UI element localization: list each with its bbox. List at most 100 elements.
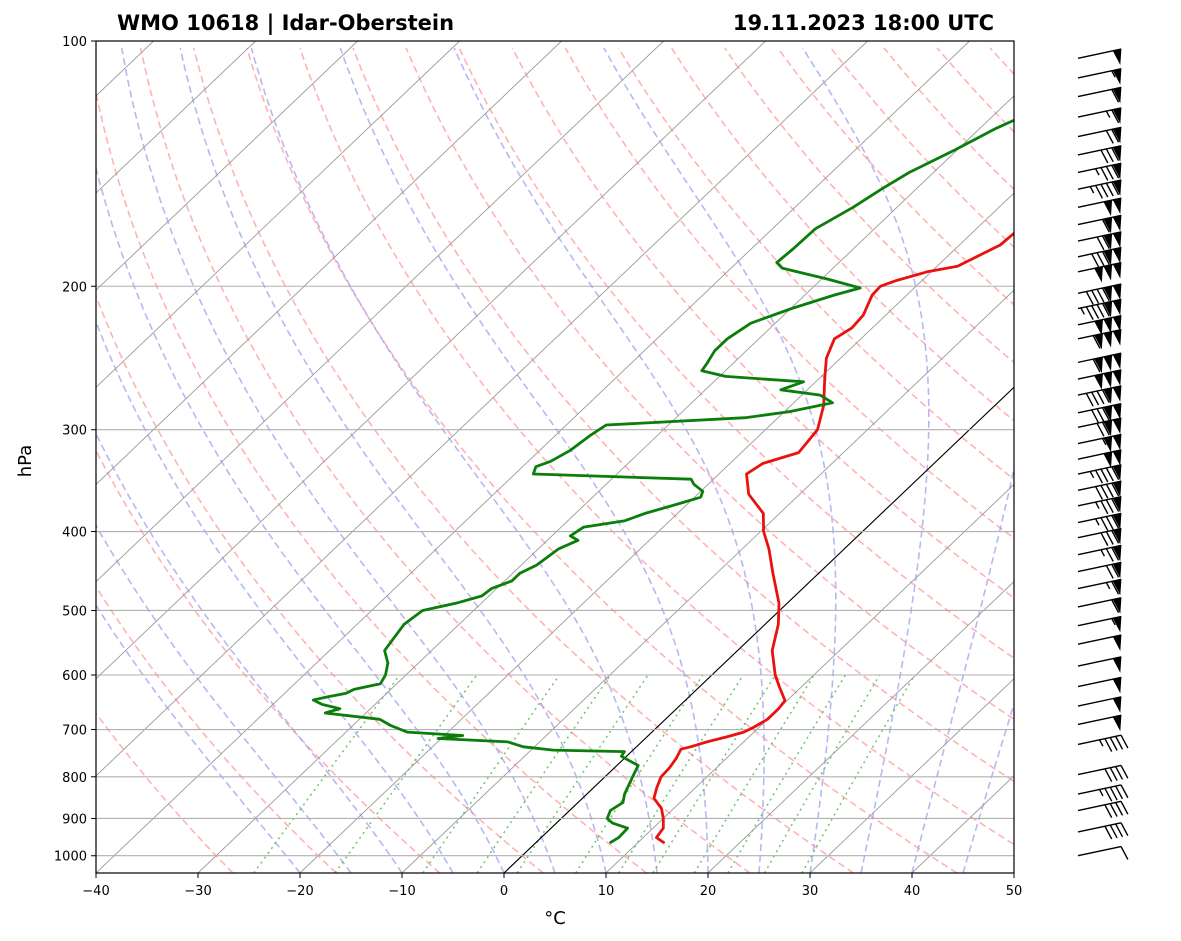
barb-flag — [1105, 467, 1114, 482]
barb-flag — [1105, 182, 1114, 197]
barb-flag — [1105, 148, 1114, 163]
y-tick-label: 400 — [62, 526, 87, 541]
barb-pennant — [1112, 231, 1122, 248]
barb-pennant — [1112, 126, 1122, 144]
moist-adiabat — [453, 47, 765, 873]
moist-adiabat — [96, 431, 403, 873]
barb-pennant — [1112, 162, 1122, 180]
barb-pennant — [1112, 527, 1122, 545]
barb-pennant — [1112, 145, 1122, 162]
barb-pennant — [1103, 317, 1113, 334]
wind-barb — [1077, 179, 1122, 199]
barb-flag — [1120, 846, 1129, 860]
barb-half-flag — [1080, 307, 1085, 315]
barb-pennant — [1103, 451, 1113, 468]
dry-adiabat — [405, 47, 1014, 721]
barb-pennant — [1112, 512, 1122, 530]
barb-pennant — [1112, 179, 1122, 196]
wind-barb — [1077, 597, 1122, 614]
barb-pennant — [1103, 435, 1113, 453]
barb-flag — [1120, 784, 1129, 799]
barb-flag — [1111, 547, 1120, 561]
barb-flag — [1115, 766, 1124, 780]
barb-flag — [1115, 823, 1124, 838]
barb-flag — [1111, 181, 1120, 196]
barb-flag — [1115, 785, 1124, 800]
barb-flag — [1100, 167, 1109, 181]
y-tick-label: 800 — [62, 771, 87, 786]
barb-pennant — [1112, 616, 1122, 633]
mixing-ratio-line — [334, 674, 478, 873]
x-tick-label: −20 — [286, 884, 313, 899]
chart-title-station: WMO 10618 | Idar-Oberstein — [117, 11, 454, 36]
moist-adiabat — [603, 47, 837, 873]
barb-half-flag — [1105, 582, 1111, 590]
wind-barb — [1077, 634, 1122, 652]
barb-pennant — [1112, 696, 1122, 713]
dry-adiabat — [96, 89, 648, 873]
barb-pennant — [1112, 403, 1122, 420]
wind-barb — [1077, 231, 1122, 251]
y-axis-label: hPa — [15, 445, 36, 477]
barb-pennant — [1112, 329, 1122, 346]
dry-adiabat — [989, 47, 1014, 76]
barb-flag — [1109, 737, 1118, 751]
barb-flag — [1120, 734, 1129, 749]
barb-pennant — [1103, 285, 1113, 303]
wind-barb — [1077, 162, 1122, 181]
isotherm — [707, 580, 1014, 873]
barb-flag — [1105, 565, 1114, 579]
barb-flag — [1111, 599, 1120, 613]
barb-flag — [1111, 581, 1120, 595]
wind-barb — [1077, 734, 1129, 752]
barb-pennant — [1093, 356, 1103, 374]
wind-barb — [1077, 48, 1122, 66]
isotherm — [96, 41, 562, 486]
y-tick-label: 300 — [62, 424, 87, 439]
wind-barb — [1077, 615, 1122, 633]
barb-pennant — [1112, 480, 1122, 498]
isotherm — [96, 41, 970, 873]
temperature-trace — [652, 231, 1014, 844]
y-tick-label: 900 — [62, 812, 87, 827]
dry-adiabat — [352, 47, 1014, 783]
moist-adiabat — [962, 701, 1014, 873]
barb-pennant — [1112, 597, 1122, 614]
barb-pennant — [1112, 197, 1122, 215]
barb-staff — [1077, 764, 1122, 776]
wind-barb — [1077, 283, 1122, 305]
wind-barb — [1077, 714, 1122, 732]
mixing-ratio-line — [575, 674, 704, 873]
barb-flag — [1101, 235, 1110, 250]
barb-pennant — [1112, 214, 1122, 232]
barb-flag — [1096, 408, 1105, 422]
barb-flag — [1104, 825, 1113, 840]
barb-flag — [1096, 422, 1105, 437]
barb-pennant — [1112, 545, 1122, 562]
moist-adiabat — [96, 523, 352, 873]
barb-pennant — [1112, 352, 1122, 370]
isotherm — [96, 41, 868, 777]
barb-flag — [1085, 291, 1094, 305]
wind-barb — [1077, 107, 1122, 124]
plot-frame — [95, 40, 1015, 874]
x-tick-label: 20 — [700, 884, 717, 899]
wind-barb — [1077, 845, 1129, 860]
y-tick-label: 600 — [62, 669, 87, 684]
barb-half-flag — [1098, 739, 1104, 747]
barb-pennant — [1112, 714, 1122, 732]
zero-isotherm — [503, 386, 1014, 873]
isotherm — [809, 678, 1014, 873]
y-tick-label: 1000 — [54, 850, 87, 865]
wind-barb — [1077, 86, 1122, 104]
barb-flag — [1100, 468, 1109, 483]
barb-half-flag — [1100, 549, 1106, 557]
wind-barb — [1077, 145, 1122, 164]
barb-flag — [1104, 738, 1113, 752]
isotherm — [96, 41, 256, 194]
barb-flag — [1096, 390, 1105, 405]
barb-flag — [1101, 303, 1110, 317]
barb-pennant — [1112, 464, 1122, 481]
barb-flag — [1096, 288, 1105, 303]
wind-barb — [1077, 822, 1129, 840]
